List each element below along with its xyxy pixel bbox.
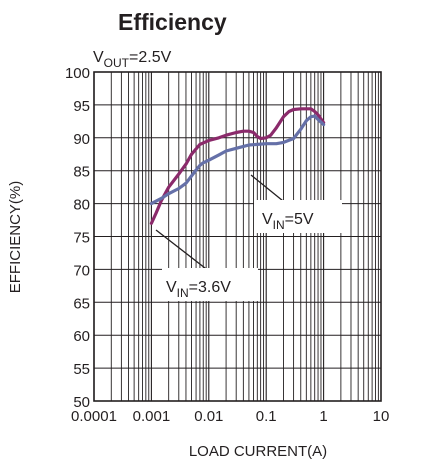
chart-subtitle: VOUT=2.5V: [93, 49, 172, 70]
x-tick-label: 0.001: [133, 408, 171, 425]
subtitle-tail: =2.5V: [129, 49, 172, 66]
series-line-2: [149, 114, 326, 206]
x-tick-label: 1: [319, 408, 327, 425]
annotation-label-1: VIN=3.6V: [166, 279, 231, 300]
annotation-leader-1: [155, 229, 215, 276]
y-axis-label: EFFICIENCY(%): [7, 181, 24, 294]
y-tick-label: 85: [73, 164, 90, 181]
y-tick-label: 60: [73, 328, 90, 345]
annotation-main: V: [262, 211, 273, 228]
annotation-box-1: [162, 268, 258, 301]
annotation-sub: IN: [273, 218, 285, 232]
series-layer: [149, 107, 326, 225]
y-tick-label: 100: [65, 65, 90, 82]
subtitle-sub: OUT: [104, 56, 130, 70]
annotation-tail: =3.6V: [189, 279, 232, 296]
frame-layer: [93, 71, 382, 402]
x-tick-label: 0.1: [256, 408, 277, 425]
y-tick-label: 55: [73, 361, 90, 378]
y-tick-label: 50: [73, 394, 90, 411]
series-line-1: [149, 107, 326, 225]
plot-frame: [93, 71, 382, 402]
grid-layer: [93, 71, 381, 402]
y-tick-label: 90: [73, 131, 90, 148]
x-axis-label: LOAD CURRENT(A): [189, 443, 327, 460]
y-tick-label: 95: [73, 98, 90, 115]
chart-title: Efficiency: [118, 9, 227, 35]
annotation-tail: =5V: [285, 211, 314, 228]
y-tick-label: 70: [73, 262, 90, 279]
annotation-sub: IN: [177, 286, 189, 300]
x-tick-label: 10: [373, 408, 390, 425]
y-tick-label: 75: [73, 230, 90, 247]
annotation-main: V: [166, 279, 177, 296]
tick-layer: 0.0001 0.001 0.01 0.1 1 10 50 55 60 65 70 75 80 85 90 9…: [65, 65, 389, 425]
annotation-box-2: [254, 200, 342, 233]
y-tick-label: 80: [73, 197, 90, 214]
x-tick-label: 0.0001: [71, 408, 117, 425]
x-tick-label: 0.01: [194, 408, 223, 425]
y-tick-label: 65: [73, 295, 90, 312]
annotation-label-2: VIN=5V: [262, 211, 314, 232]
subtitle-main: V: [93, 49, 104, 66]
